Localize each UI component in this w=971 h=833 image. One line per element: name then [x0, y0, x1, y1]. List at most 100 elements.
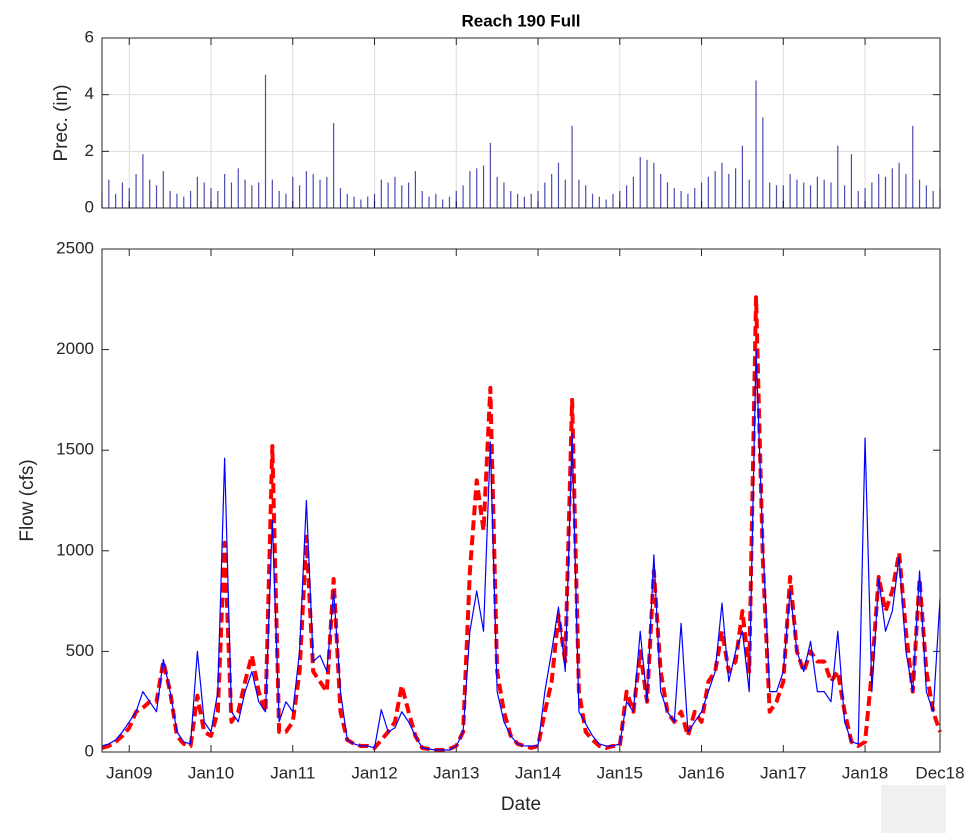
bar [271, 179, 273, 208]
bar [782, 185, 784, 208]
bar [789, 174, 791, 208]
bar [898, 162, 900, 208]
bar [905, 174, 907, 208]
bar [803, 182, 805, 208]
bar [305, 171, 307, 208]
y-tick-label: 0 [85, 197, 94, 216]
bar [809, 185, 812, 208]
bar [285, 193, 287, 208]
x-tick-label: Dec18 [915, 763, 964, 782]
bar [108, 179, 110, 208]
bar [516, 193, 519, 208]
y-axis-label: Prec. (in) [51, 84, 72, 161]
bar [884, 176, 887, 208]
bar [244, 179, 246, 208]
bar [428, 196, 430, 208]
bar [844, 185, 846, 208]
bar [407, 182, 410, 208]
y-tick-label: 2000 [56, 339, 94, 358]
bar [830, 182, 832, 208]
bar [149, 179, 151, 208]
bar [707, 176, 709, 208]
bar [666, 182, 669, 208]
bar [530, 193, 532, 208]
bar [612, 193, 614, 208]
bar [476, 168, 478, 208]
data-line [101, 349, 941, 751]
bar [544, 182, 546, 208]
bar [557, 162, 560, 208]
bar [796, 179, 798, 208]
bar [857, 191, 859, 208]
bar [339, 188, 342, 208]
bar [816, 176, 818, 208]
bar [619, 191, 621, 208]
bar [721, 162, 723, 208]
bar [367, 196, 369, 208]
bar [482, 165, 485, 208]
x-tick-label: Jan13 [433, 763, 479, 782]
bar [346, 193, 348, 208]
bar [932, 191, 934, 208]
bar [673, 188, 675, 208]
x-tick-label: Jan18 [842, 763, 888, 782]
bar [591, 193, 594, 208]
bar [864, 188, 866, 208]
bar [585, 185, 587, 208]
bar [230, 182, 233, 208]
bar [912, 125, 914, 208]
bar [748, 179, 750, 208]
y-tick-label: 2500 [56, 238, 94, 257]
bar [387, 182, 389, 208]
bar [224, 174, 226, 208]
bar [632, 176, 635, 208]
y-tick-label: 1500 [56, 440, 94, 459]
chart-title: Reach 190 Full [461, 11, 580, 30]
bar [735, 168, 737, 208]
bar [741, 145, 744, 208]
y-tick-label: 0 [85, 741, 94, 760]
bar [448, 196, 451, 208]
bar [510, 191, 512, 208]
y-tick-label: 6 [85, 27, 94, 46]
bar [762, 117, 764, 208]
bar [155, 185, 158, 208]
y-tick-label: 4 [85, 84, 94, 103]
bar [380, 179, 382, 208]
bar [251, 185, 253, 208]
bar [162, 171, 164, 208]
bar [135, 174, 137, 208]
bar [292, 176, 294, 208]
bar [121, 182, 124, 208]
bar [442, 199, 444, 208]
y-tick-label: 2 [85, 141, 94, 160]
x-tick-label: Jan10 [188, 763, 234, 782]
bar [210, 188, 212, 208]
bar [489, 142, 491, 208]
axes-box [101, 37, 941, 209]
y-tick-label: 1000 [56, 540, 94, 559]
bar [694, 188, 696, 208]
bar [878, 174, 880, 208]
bar [680, 191, 682, 208]
x-tick-label: Jan09 [106, 763, 152, 782]
bar [353, 196, 355, 208]
bar [605, 199, 607, 208]
bar [462, 185, 464, 208]
bar [891, 168, 893, 208]
bar [278, 191, 280, 208]
bar [189, 191, 192, 208]
bar [217, 191, 219, 208]
bar [700, 182, 703, 208]
bar [169, 191, 171, 208]
bar [537, 191, 539, 208]
y-tick-label: 500 [66, 641, 94, 660]
bar [918, 179, 921, 208]
bar [769, 182, 771, 208]
bar [115, 193, 117, 208]
x-tick-label: Jan15 [597, 763, 643, 782]
bar [496, 176, 498, 208]
bar [925, 185, 927, 208]
bar [646, 159, 648, 208]
bar [823, 179, 825, 208]
